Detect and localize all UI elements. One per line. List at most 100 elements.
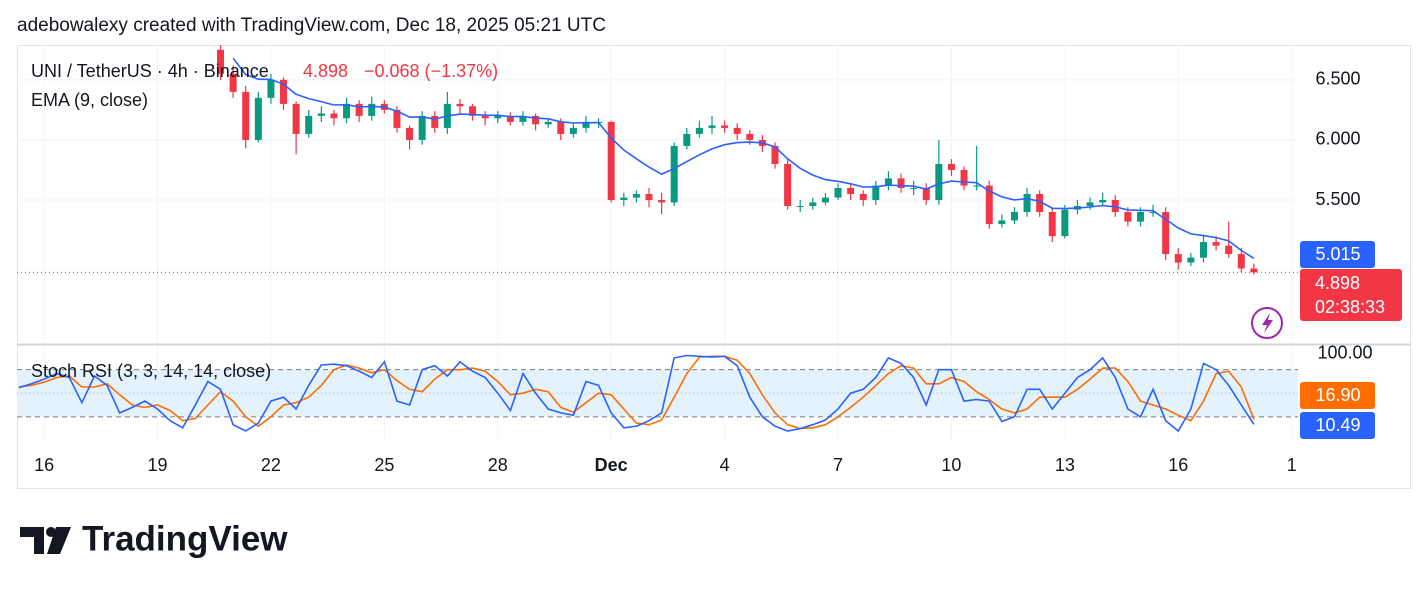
candle-body: [922, 187, 930, 201]
ema-legend: EMA (9, close): [31, 90, 148, 110]
candle-body: [973, 185, 981, 187]
candle-body: [355, 103, 363, 116]
candle-body: [1099, 200, 1107, 203]
candle-body: [456, 103, 464, 107]
frame: [17, 45, 1411, 489]
ema-badge: [1300, 241, 1375, 268]
axes: 16 19 22 25 28 Dec 4 7 10 13 16 1 5.500 6.000 6.500 5.0…: [34, 69, 1402, 475]
price-badge-label: 4.898: [1315, 273, 1360, 293]
candle-body: [897, 178, 905, 188]
candle-body: [910, 187, 918, 189]
x-tick-label: Dec: [595, 455, 628, 475]
candle-body: [1162, 212, 1170, 255]
x-tick-label: 25: [374, 455, 394, 475]
candle-body: [884, 178, 892, 186]
y-tick-label: 5.500: [1315, 189, 1360, 209]
candle-body: [519, 115, 527, 122]
legend: UNI / TetherUS · 4h · Binance 4.898 −0.0…: [31, 61, 498, 381]
candle-body: [1124, 212, 1132, 222]
candle-body: [1199, 242, 1207, 258]
candle-body: [1048, 212, 1056, 237]
candle-body: [960, 169, 968, 186]
candle-body: [1023, 194, 1031, 213]
stoch-line: [18, 354, 1255, 433]
candle-body: [708, 125, 716, 128]
x-tick-label: 19: [147, 455, 167, 475]
candle-body: [418, 115, 426, 140]
candle-body: [544, 121, 552, 125]
candle-body: [330, 113, 338, 119]
candle-body: [947, 163, 955, 170]
candle-body: [393, 109, 401, 128]
alert-icon[interactable]: [1251, 307, 1283, 339]
symbol-title: UNI / TetherUS · 4h · Binance: [31, 61, 269, 81]
candle-body: [607, 121, 615, 201]
candle-body: [1187, 257, 1195, 263]
price-change: −0.068 (−1.37%): [364, 61, 498, 81]
candle-body: [1111, 200, 1119, 213]
candle-body: [784, 163, 792, 207]
brand-name: TradingView: [82, 519, 288, 558]
candle-body: [683, 133, 691, 146]
candle-body: [1010, 212, 1018, 221]
candle-body: [658, 200, 666, 203]
candle-body: [1149, 212, 1157, 214]
candle-body: [1174, 254, 1182, 263]
candle-body: [406, 127, 414, 140]
stoch-badge-label: 16.90: [1315, 385, 1360, 405]
candle-body: [481, 115, 489, 119]
candle-body: [1061, 209, 1069, 237]
candle-body: [569, 127, 577, 134]
candle-body: [1225, 245, 1233, 255]
candle-body: [985, 185, 993, 225]
candle-body: [620, 197, 628, 201]
candle-body: [506, 115, 514, 122]
stoch-badge-label: 10.49: [1315, 415, 1360, 435]
last-price: 4.898: [303, 61, 348, 81]
candle-body: [859, 194, 867, 201]
candle-body: [292, 103, 300, 134]
candle-body: [935, 163, 943, 201]
candle-body: [645, 194, 653, 201]
brand-logo: TradingView: [20, 519, 288, 558]
x-tick-label: 4: [720, 455, 730, 475]
candle-body: [305, 115, 313, 134]
candle-body: [217, 49, 225, 74]
candle-body: [431, 115, 439, 128]
candle-body: [280, 79, 288, 104]
alert-bolt: [1262, 313, 1273, 333]
candle-body: [670, 145, 678, 203]
candle-body: [746, 133, 754, 140]
candle-body: [998, 220, 1006, 225]
candle-body: [695, 127, 703, 134]
y-tick-label: 100.00: [1317, 343, 1372, 363]
candle-body: [1036, 194, 1044, 213]
candle-body: [733, 127, 741, 134]
x-tick-label: 16: [34, 455, 54, 475]
candle-body: [343, 103, 351, 119]
candle-body: [809, 202, 817, 207]
stoch-badge: [1300, 382, 1375, 409]
ema-line: [232, 57, 1255, 259]
candle-body: [317, 113, 325, 116]
candle-body: [771, 145, 779, 164]
candle-body: [229, 73, 237, 92]
candle-body: [847, 187, 855, 194]
logo-mark: [20, 527, 44, 554]
candle-body: [254, 97, 262, 140]
x-tick-label: 7: [833, 455, 843, 475]
candle-body: [494, 115, 502, 119]
stoch-line: [18, 355, 1255, 430]
candle-body: [872, 185, 880, 201]
countdown: 02:38:33: [1315, 297, 1385, 317]
candle-body: [267, 79, 275, 98]
candle-body: [821, 197, 829, 203]
candle-body: [368, 103, 376, 116]
candle-body: [1250, 268, 1258, 273]
candle-body: [1136, 212, 1144, 222]
logo-mark: [47, 527, 71, 554]
stoch-badge: [1300, 412, 1375, 439]
candle-body: [1212, 242, 1220, 246]
header: adebowalexy created with TradingView.com…: [17, 15, 606, 36]
